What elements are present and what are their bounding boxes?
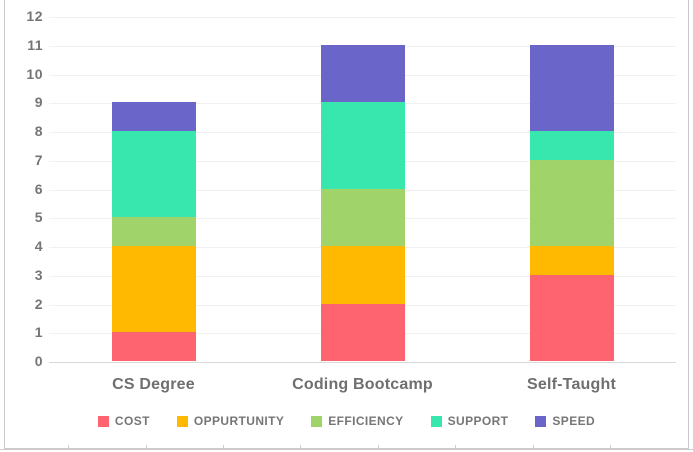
bar-self-taught bbox=[529, 44, 614, 361]
y-tick-label-0: 0 bbox=[34, 353, 43, 369]
bar-segment-oppurtunity-self-taught[interactable] bbox=[529, 246, 614, 275]
bar-segment-speed-cs-degree[interactable] bbox=[111, 102, 196, 131]
spreadsheet-column-gridline bbox=[146, 445, 147, 449]
legend-marker-efficiency bbox=[311, 415, 323, 427]
y-tick-label-11: 11 bbox=[27, 36, 43, 53]
gridline-y-12 bbox=[49, 17, 676, 18]
spreadsheet-column-gridline bbox=[68, 445, 69, 449]
y-tick-label-5: 5 bbox=[34, 209, 43, 226]
bar-segment-support-self-taught[interactable] bbox=[529, 131, 614, 160]
y-tick-label-6: 6 bbox=[34, 180, 43, 197]
bar-segment-cost-coding-bootcamp[interactable] bbox=[320, 303, 405, 361]
legend-marker-speed bbox=[535, 415, 547, 427]
legend-marker-oppurtunity bbox=[176, 415, 188, 427]
spreadsheet-column-gridline bbox=[223, 445, 224, 449]
y-tick-label-1: 1 bbox=[34, 324, 43, 341]
bar-segment-efficiency-coding-bootcamp[interactable] bbox=[320, 188, 405, 246]
legend-marker-cost bbox=[97, 415, 109, 427]
y-tick-label-2: 2 bbox=[34, 295, 43, 312]
y-tick-label-4: 4 bbox=[34, 238, 43, 254]
spreadsheet-row-gridline bbox=[0, 449, 693, 450]
bar-segment-efficiency-self-taught[interactable] bbox=[529, 159, 614, 246]
y-tick-label-3: 3 bbox=[34, 266, 43, 283]
legend-item-support[interactable]: SUPPORT bbox=[430, 414, 509, 428]
spreadsheet-column-gridline bbox=[610, 445, 611, 449]
bar-segment-speed-self-taught[interactable] bbox=[529, 44, 614, 131]
legend-label-oppurtunity: OPPURTUNITY bbox=[193, 414, 285, 428]
x-axis-line bbox=[49, 362, 676, 363]
bar-segment-speed-coding-bootcamp[interactable] bbox=[320, 44, 405, 103]
plot-area bbox=[49, 17, 676, 363]
x-category-label-coding-bootcamp: Coding Bootcamp bbox=[292, 376, 433, 393]
bar-cs-degree bbox=[111, 102, 196, 361]
legend: COST OPPURTUNITY EFFICIENCY SUPPORT SPEED bbox=[5, 414, 688, 428]
legend-item-efficiency[interactable]: EFFICIENCY bbox=[311, 414, 403, 428]
y-tick-label-7: 7 bbox=[34, 151, 43, 168]
bar-segment-cost-cs-degree[interactable] bbox=[111, 332, 196, 361]
y-tick-label-9: 9 bbox=[34, 94, 43, 111]
y-tick-label-12: 12 bbox=[26, 8, 43, 24]
legend-item-cost[interactable]: COST bbox=[97, 414, 150, 428]
legend-marker-support bbox=[430, 415, 442, 427]
legend-label-efficiency: EFFICIENCY bbox=[328, 414, 404, 428]
bar-segment-support-coding-bootcamp[interactable] bbox=[320, 102, 405, 189]
chart-frame: 0 1 2 3 4 5 6 7 8 9 10 11 12 CS Degree Coding Bootcam… bbox=[4, 0, 689, 449]
spreadsheet-column-gridline bbox=[688, 445, 689, 449]
legend-item-oppurtunity[interactable]: OPPURTUNITY bbox=[176, 414, 285, 428]
bar-segment-efficiency-cs-degree[interactable] bbox=[111, 217, 196, 246]
legend-item-speed[interactable]: SPEED bbox=[535, 414, 595, 428]
legend-label-cost: COST bbox=[114, 414, 150, 428]
bar-segment-oppurtunity-coding-bootcamp[interactable] bbox=[320, 246, 405, 304]
bar-segment-oppurtunity-cs-degree[interactable] bbox=[111, 246, 196, 333]
bar-segment-cost-self-taught[interactable] bbox=[529, 274, 614, 361]
spreadsheet-column-gridline bbox=[455, 445, 456, 449]
spreadsheet-column-gridline bbox=[378, 445, 379, 449]
x-category-label-self-taught: Self-Taught bbox=[526, 376, 616, 393]
y-tick-label-10: 10 bbox=[26, 65, 43, 82]
y-tick-label-8: 8 bbox=[34, 123, 43, 139]
spreadsheet-column-gridline bbox=[533, 445, 534, 449]
bar-coding-bootcamp bbox=[320, 44, 405, 361]
x-category-label-cs-degree: CS Degree bbox=[112, 376, 195, 393]
spreadsheet-column-gridline bbox=[300, 445, 301, 449]
legend-label-support: SUPPORT bbox=[447, 414, 509, 428]
bar-segment-support-cs-degree[interactable] bbox=[111, 131, 196, 218]
legend-label-speed: SPEED bbox=[552, 414, 596, 428]
